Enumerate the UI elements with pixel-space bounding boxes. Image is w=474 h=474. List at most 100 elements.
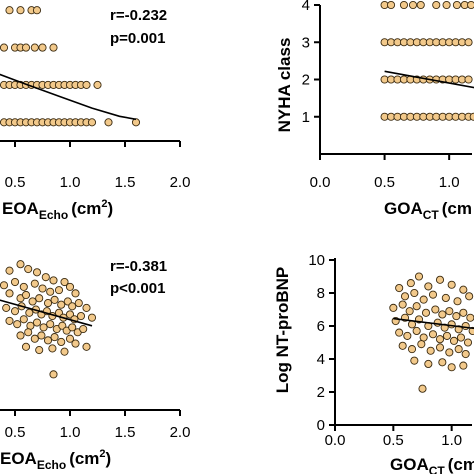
stat-label: r=-0.381 (110, 258, 167, 275)
data-point (38, 43, 47, 52)
data-point (447, 363, 456, 372)
data-point (452, 312, 461, 321)
data-point (412, 302, 421, 311)
data-point (442, 331, 452, 340)
data-point (35, 346, 44, 355)
data-point (464, 75, 473, 84)
data-point (60, 347, 69, 356)
x-axis-label-sub: CT (423, 208, 440, 222)
data-point (441, 293, 450, 303)
x-axis-label-sub: CT (429, 464, 446, 474)
data-point (82, 342, 91, 351)
y-axis-label: NYHA class (275, 38, 294, 133)
data-point (453, 297, 462, 306)
data-point (469, 112, 474, 121)
data-point (46, 320, 55, 329)
data-point (21, 290, 31, 300)
x-axis-label: EOAEcho (cm2) (0, 448, 111, 472)
data-point (395, 283, 404, 293)
data-point (32, 6, 42, 15)
y-tick-label: 1 (302, 109, 310, 126)
data-point (30, 334, 39, 343)
data-point (57, 300, 66, 309)
data-point (416, 0, 425, 10)
data-point (54, 286, 64, 295)
x-axis-label-sub: Echo (39, 208, 68, 222)
data-point (419, 295, 428, 304)
data-point (463, 338, 473, 347)
data-point (426, 346, 435, 355)
data-point (407, 345, 417, 354)
x-axis-label-main: EOA (2, 199, 39, 218)
data-point (5, 316, 14, 325)
data-point (400, 292, 410, 301)
x-axis-label: GOACT (cm (384, 199, 472, 222)
data-point (60, 277, 69, 287)
data-point (24, 265, 33, 274)
data-point (459, 308, 468, 317)
data-point (35, 294, 44, 303)
data-point (433, 318, 442, 327)
data-point (454, 345, 463, 354)
data-point (445, 307, 454, 316)
stat-label: p<0.001 (110, 280, 165, 297)
data-point (32, 268, 42, 277)
x-axis-label-sup: 2 (101, 198, 107, 210)
data-point (46, 287, 55, 296)
panel-bottom-left: 0.5 1.0 1.5 2.0 EOAEcho (cm2) r=-0.381 p<0.001 (0, 258, 190, 472)
x-axis-label-unit: (cm (71, 199, 101, 218)
x-tick-label: 0.5 (5, 424, 26, 441)
y-tick-label: 4 (317, 351, 325, 368)
data-point (435, 275, 445, 284)
panel-top-right: 0.0 0.5 1.0 1 2 3 4 NYHA class GOACT (cm (275, 0, 474, 222)
data-point (65, 282, 75, 291)
data-point (16, 260, 25, 269)
x-axis-label-unit: (cm (448, 455, 474, 474)
data-point (10, 307, 20, 316)
data-point (412, 326, 421, 336)
data-point (50, 333, 59, 342)
data-point (71, 289, 80, 298)
regression-line (384, 70, 474, 89)
data-point (435, 343, 445, 352)
x-axis-label-main: EOA (0, 449, 37, 468)
x-tick-label: 0.0 (325, 432, 346, 449)
x-tick-label: 1.5 (115, 174, 136, 191)
data-point (417, 340, 426, 349)
data-point (82, 303, 91, 312)
x-axis-label-main: GOA (384, 199, 423, 218)
x-tick-label: 0.0 (310, 174, 331, 191)
x-axis-label: GOACT (cm (390, 455, 474, 474)
data-point (37, 331, 46, 340)
data-point (442, 0, 451, 10)
data-point (399, 0, 409, 10)
data-point (421, 308, 431, 317)
data-point (459, 361, 468, 370)
data-point (2, 303, 11, 312)
x-tick-label: 0.5 (5, 174, 26, 191)
x-tick-label: 1.0 (60, 174, 81, 191)
data-point (424, 359, 433, 369)
data-point (13, 320, 22, 329)
data-point (406, 279, 415, 288)
y-tick-label: 3 (302, 34, 310, 51)
data-point (131, 118, 141, 127)
x-axis-label: EOAEcho (cm2) (2, 198, 113, 222)
data-point (456, 333, 466, 342)
data-point (389, 303, 398, 312)
data-point (465, 292, 474, 301)
y-tick-label: 2 (317, 384, 325, 401)
data-point (79, 324, 88, 334)
data-point (57, 337, 66, 347)
y-axis-label: Log NT-proBNP (273, 267, 292, 394)
x-axis-label-sup: 2 (99, 448, 105, 460)
data-point (49, 276, 58, 285)
stat-label: r=-0.232 (110, 7, 167, 24)
data-point (82, 80, 91, 89)
data-point (428, 330, 438, 339)
data-point (50, 295, 59, 304)
stat-label: p=0.001 (110, 30, 165, 47)
data-point (410, 356, 419, 365)
x-axis-label-sub: Echo (37, 458, 66, 472)
